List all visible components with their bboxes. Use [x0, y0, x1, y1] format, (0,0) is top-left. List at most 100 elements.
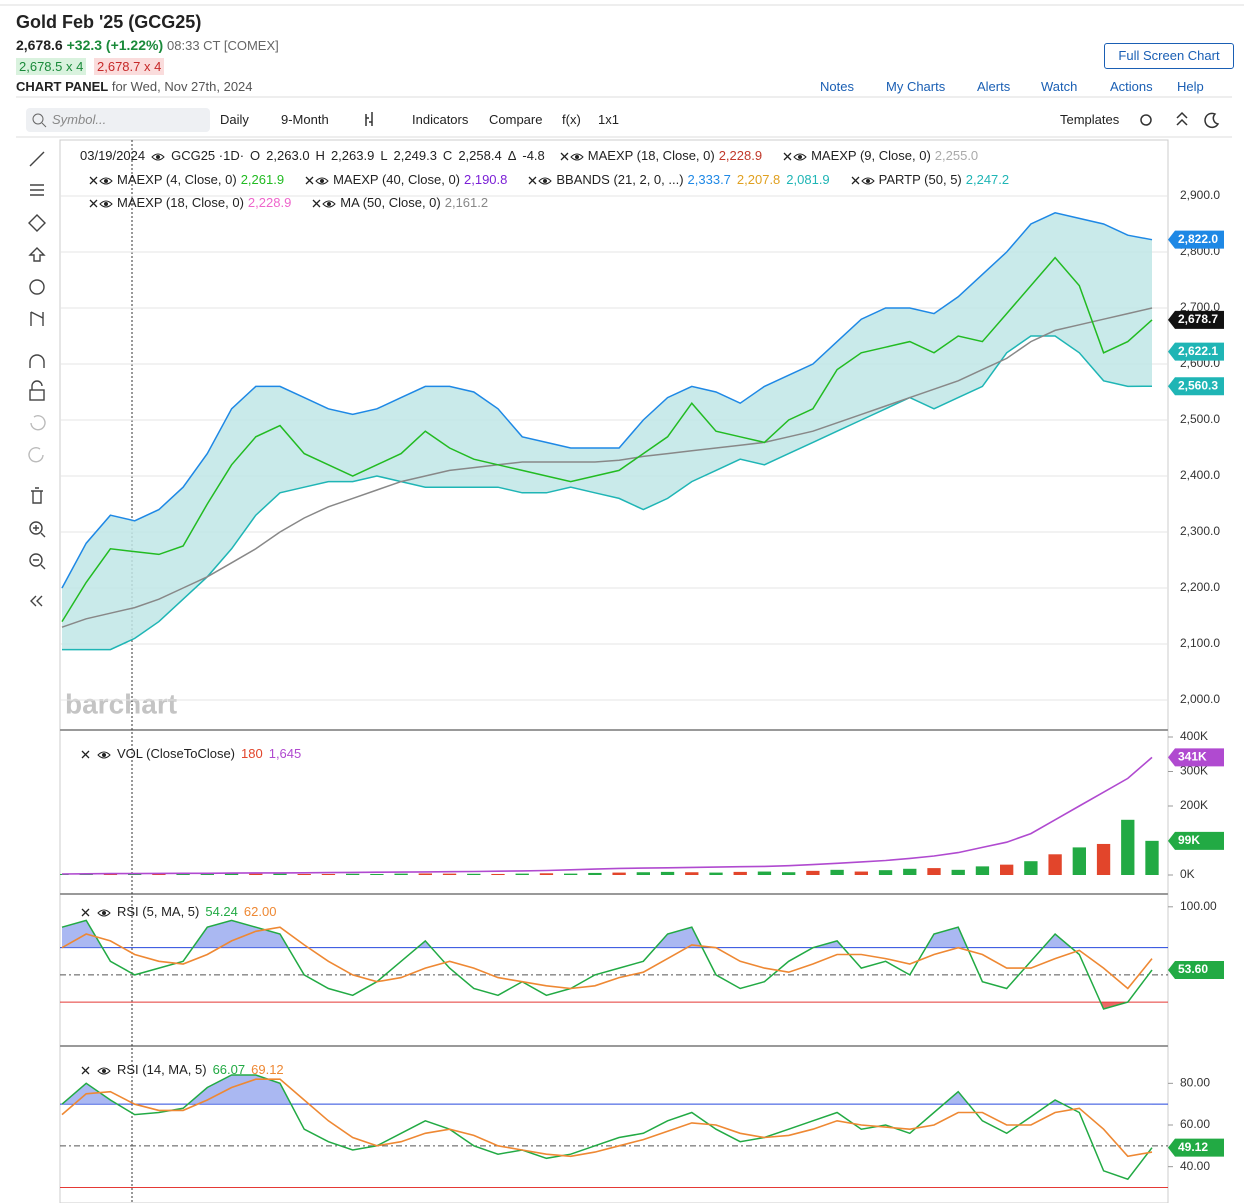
tool-zoom-out[interactable] [29, 553, 43, 567]
toolbar-item[interactable]: 9-Month [281, 112, 329, 127]
icon[interactable] [850, 172, 861, 187]
visibility-icon[interactable] [97, 1065, 111, 1077]
drawing-tools[interactable] [28, 151, 46, 607]
eye-glyph[interactable] [104, 201, 108, 206]
tool-collapse[interactable] [30, 595, 43, 607]
icon[interactable] [559, 148, 570, 163]
icon[interactable] [99, 195, 113, 210]
close-glyph[interactable] [783, 152, 792, 161]
remove-icon[interactable] [80, 907, 91, 919]
settings-icon[interactable] [1140, 114, 1152, 126]
eye-glyph[interactable] [97, 751, 111, 759]
visibility-icon[interactable] [97, 907, 111, 919]
nav-link[interactable]: Alerts [977, 79, 1011, 94]
chart-type-icon[interactable] [365, 112, 373, 126]
icon[interactable] [88, 195, 99, 210]
tool-zoom-out[interactable] [33, 559, 46, 570]
nav-link[interactable]: Help [1177, 79, 1204, 94]
toolbar-item[interactable]: Indicators [412, 112, 469, 127]
visibility-icon[interactable] [793, 151, 807, 163]
visibility-icon[interactable] [538, 175, 553, 187]
eye-glyph[interactable] [865, 178, 870, 183]
visibility-icon[interactable] [99, 198, 113, 210]
icon[interactable] [97, 904, 111, 919]
icon[interactable] [80, 746, 91, 761]
close-glyph[interactable] [851, 176, 860, 185]
tool-undo[interactable] [30, 415, 46, 431]
close-glyph[interactable] [305, 176, 314, 185]
eye-glyph[interactable] [97, 1067, 111, 1075]
remove-icon[interactable] [304, 175, 315, 187]
icon[interactable] [80, 1062, 91, 1077]
eye-glyph[interactable] [538, 177, 553, 185]
eye-glyph[interactable] [574, 154, 579, 159]
symbol-box[interactable] [26, 108, 210, 132]
eye-glyph[interactable] [327, 201, 332, 206]
tool-lock[interactable] [31, 380, 43, 390]
visibility-icon[interactable] [860, 175, 875, 187]
remove-icon[interactable] [850, 175, 861, 187]
eye-glyph[interactable] [543, 178, 548, 183]
nav-link[interactable]: My Charts [886, 79, 946, 94]
remove-icon[interactable] [559, 151, 570, 163]
icon[interactable] [88, 172, 99, 187]
templates[interactable]: Templates [1060, 112, 1120, 127]
toolbar-item[interactable]: Compare [489, 112, 543, 127]
eye-glyph[interactable] [860, 177, 875, 185]
close-glyph[interactable] [89, 176, 98, 185]
tool-magnet[interactable] [29, 354, 45, 368]
eye-glyph[interactable] [570, 153, 584, 161]
eye-glyph[interactable] [320, 178, 325, 183]
icon[interactable] [322, 195, 337, 210]
close-glyph[interactable] [81, 750, 90, 759]
toolbar-item[interactable]: 1x1 [598, 112, 619, 127]
icon[interactable] [80, 904, 91, 919]
full-screen-button[interactable]: Full Screen Chart [1104, 43, 1234, 69]
remove-icon[interactable] [311, 198, 322, 210]
remove-icon[interactable] [88, 175, 99, 187]
remove-icon[interactable] [80, 749, 91, 761]
symbol-input[interactable]: Symbol... [52, 112, 107, 127]
visibility-icon[interactable] [97, 749, 111, 761]
eye-glyph[interactable] [102, 1068, 106, 1073]
tool-fib[interactable] [30, 184, 44, 196]
eye-glyph[interactable] [156, 154, 161, 159]
icon[interactable] [99, 172, 113, 187]
eye-glyph[interactable] [104, 178, 108, 183]
eye-glyph[interactable] [102, 752, 106, 757]
eye-glyph[interactable] [151, 153, 165, 161]
eye-glyph[interactable] [97, 909, 111, 917]
toolbar-item[interactable]: f(x) [562, 112, 581, 127]
eye-glyph[interactable] [99, 177, 113, 185]
eye-glyph[interactable] [315, 177, 329, 185]
tool-arrow[interactable] [28, 247, 46, 262]
nav-link[interactable]: Watch [1041, 79, 1078, 94]
visibility-icon[interactable] [322, 198, 337, 210]
collapse-icon[interactable] [1176, 111, 1188, 126]
theme-icon[interactable] [1204, 112, 1220, 129]
icon[interactable] [527, 172, 538, 187]
tool-zoom-in[interactable] [33, 525, 46, 538]
tool-delete[interactable] [31, 487, 43, 504]
toolbar-icons[interactable] [365, 111, 1220, 129]
nav-link[interactable]: Notes [820, 79, 854, 94]
tool-lock[interactable] [29, 389, 45, 401]
eye-glyph[interactable] [322, 200, 337, 208]
close-glyph[interactable] [81, 908, 90, 917]
icon[interactable] [538, 172, 553, 187]
close-glyph[interactable] [560, 152, 569, 161]
close-glyph[interactable] [312, 199, 321, 208]
visibility-icon[interactable] [151, 151, 165, 163]
icon[interactable] [97, 1062, 111, 1077]
icon[interactable] [860, 172, 875, 187]
tool-shape[interactable] [28, 214, 46, 232]
nav-link[interactable]: Actions [1110, 79, 1153, 94]
close-glyph[interactable] [81, 1066, 90, 1075]
tool-zoom-in[interactable] [29, 521, 43, 535]
tool-label[interactable] [29, 279, 45, 295]
tool-line[interactable] [29, 151, 45, 167]
tool-redo[interactable] [28, 447, 44, 463]
icon[interactable] [311, 195, 322, 210]
eye-glyph[interactable] [102, 910, 106, 915]
icon[interactable] [315, 172, 329, 187]
